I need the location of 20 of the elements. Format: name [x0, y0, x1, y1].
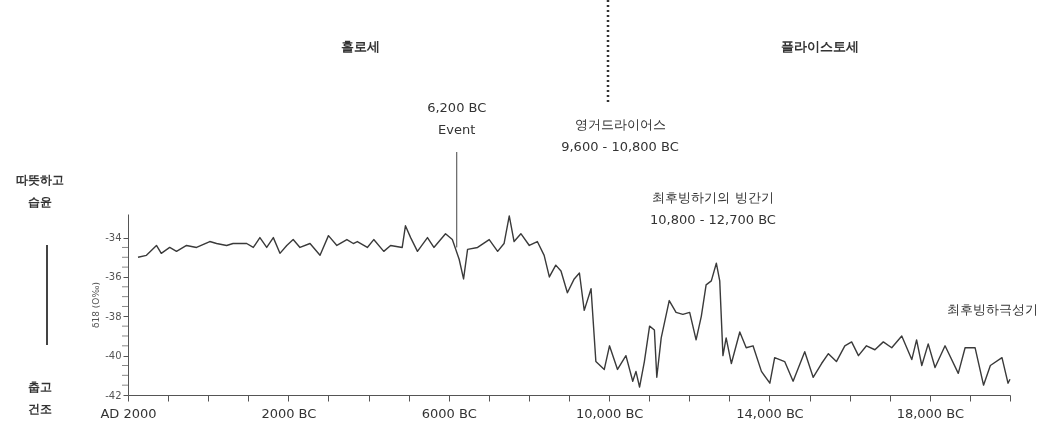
annotation: 6,200 BC Event [427, 100, 487, 137]
x-tick-label: 14,000 BC [736, 405, 804, 421]
y-axis-title: δ18 (O‰) [91, 281, 102, 329]
annotation: 최후빙하기의 빙간기 10,800 - 12,700 BC [650, 190, 776, 227]
x-tick-label: AD 2000 [100, 405, 157, 421]
x-tick-label: 10,000 BC [575, 405, 644, 421]
y-tick-label: -40 [105, 350, 122, 362]
x-tick-label: 6000 BC [421, 405, 477, 421]
text: 홀로세 [340, 39, 380, 54]
y-tick-label: -42 [105, 389, 122, 401]
y-tick-label: -34 [105, 232, 122, 244]
y-tick-label: -38 [105, 310, 122, 322]
y-tick-label: -36 [105, 271, 122, 283]
text: 따뜻하고 습윤 [16, 173, 64, 209]
annotation: 최후빙하극성기 [946, 302, 1038, 317]
x-tick-label: 18,000 BC [896, 405, 965, 421]
text: 플라이스토세 [781, 39, 859, 54]
text: 영거드라이어스 9,600 - 10,800 BC [561, 117, 679, 154]
text: 춥고 건조 [28, 380, 52, 416]
x-tick-label: 2000 BC [261, 405, 317, 421]
